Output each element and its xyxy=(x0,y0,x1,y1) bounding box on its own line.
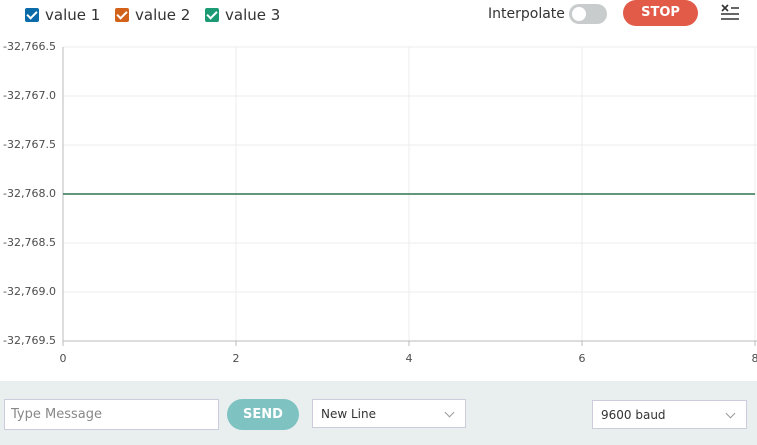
toggle-knob xyxy=(572,7,586,21)
y-tick-label: -32,767.5 xyxy=(3,138,56,151)
x-tick-label: 8 xyxy=(752,352,757,365)
menu-icon[interactable] xyxy=(719,3,741,21)
y-tick-label: -32,766.5 xyxy=(3,40,56,53)
interpolate-label: Interpolate xyxy=(488,6,565,22)
line-ending-select[interactable]: New Line xyxy=(312,399,466,428)
x-tick-label: 6 xyxy=(579,352,586,365)
checkbox[interactable] xyxy=(25,8,39,22)
y-tick-label: -32,768.5 xyxy=(3,236,56,249)
legend-label: value 1 xyxy=(45,6,101,24)
y-tick-label: -32,769.5 xyxy=(3,334,56,347)
y-tick-label: -32,769.0 xyxy=(3,285,56,298)
message-input[interactable]: Type Message xyxy=(4,399,219,430)
x-tick-label: 4 xyxy=(406,352,413,365)
interpolate-toggle[interactable] xyxy=(569,4,607,24)
x-tick-label: 2 xyxy=(233,352,240,365)
checkbox[interactable] xyxy=(205,8,219,22)
y-tick-label: -32,768.0 xyxy=(3,187,56,200)
chart: -32,766.5 -32,767.0 -32,767.5 -32,768.0 -32,… xyxy=(3,40,757,365)
legend-item[interactable]: value 3 xyxy=(205,4,280,26)
stop-button[interactable]: STOP xyxy=(623,0,698,26)
legend-label: value 2 xyxy=(135,6,191,24)
x-tick-label: 0 xyxy=(60,352,67,365)
y-tick-label: -32,767.0 xyxy=(3,89,56,102)
legend-label: value 3 xyxy=(225,6,281,24)
baud-select[interactable]: 9600 baud xyxy=(592,400,747,429)
legend-item[interactable]: value 1 xyxy=(25,4,100,26)
legend-item[interactable]: value 2 xyxy=(115,4,190,26)
checkbox[interactable] xyxy=(115,8,129,22)
send-button[interactable]: SEND xyxy=(227,399,299,430)
